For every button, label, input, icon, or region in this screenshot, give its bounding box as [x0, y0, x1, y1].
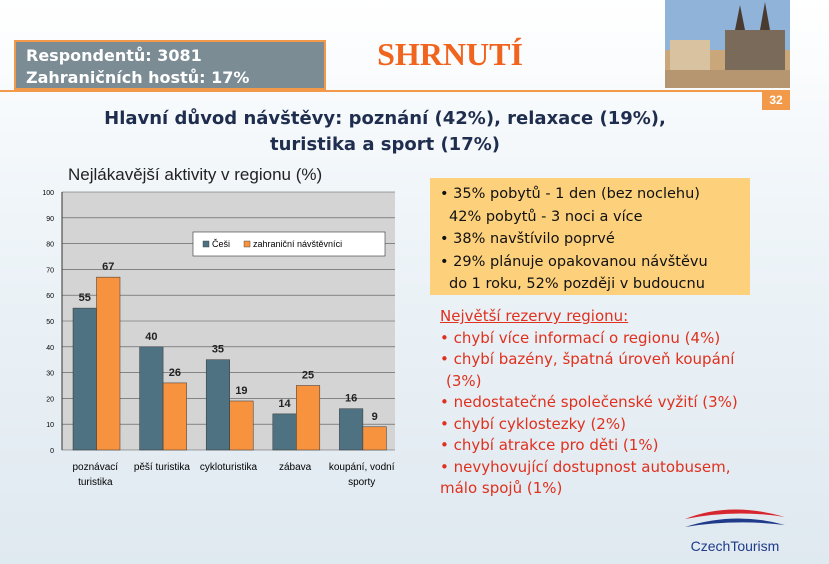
value-label: 67: [102, 261, 114, 273]
bar: [205, 359, 230, 451]
y-tick-label: 40: [46, 345, 54, 352]
value-label: 16: [345, 393, 357, 405]
value-label: 14: [278, 398, 291, 410]
value-label: 26: [169, 367, 181, 379]
legend-box: [192, 231, 386, 257]
y-tick-label: 50: [46, 319, 54, 326]
info-box: • 35% pobytů - 1 den (bez noclehu) 42% p…: [430, 178, 750, 295]
respondents-box: Respondentů: 3081 Zahraničních hostů: 17…: [14, 40, 326, 90]
reserve-line: • nevyhovující dostupnost autobusem,: [440, 457, 731, 476]
value-label: 19: [235, 385, 247, 397]
respondents: Respondentů: 3081: [26, 46, 202, 65]
reserve-line: • chybí více informací o regionu (4%): [440, 328, 721, 347]
chart: Nejlákavější aktivity v regionu (%) 0 10 2…: [42, 165, 395, 455]
x-tick-label: cykloturistika: [199, 462, 258, 473]
y-tick-label: 0: [50, 448, 54, 455]
y-tick-label: 80: [46, 242, 54, 249]
photo: [665, 0, 790, 88]
logo-text: CzechTourism: [691, 538, 780, 554]
reserve-line: • chybí cyklostezky (2%): [440, 414, 626, 433]
y-tick-label: 60: [46, 293, 54, 300]
info-line: • 29% plánuje opakovanou návštěvu: [440, 253, 708, 270]
reserves-heading: Největší rezervy regionu:: [440, 307, 629, 325]
value-label: 40: [145, 331, 157, 343]
bar: [362, 426, 387, 451]
y-tick-label: 70: [46, 267, 54, 274]
x-tick-label: zábava: [278, 462, 312, 473]
headline-line: Hlavní důvod návštěvy: poznání (42%), re…: [104, 108, 666, 129]
headline-line: turistika a sport (17%): [269, 134, 500, 155]
x-tick-label: koupání, vodní sporty: [328, 462, 395, 488]
page-number: 32: [762, 91, 790, 110]
foreign-share: Zahraničních hostů: 17%: [26, 68, 250, 87]
reserve-line: • chybí atrakce pro děti (1%): [440, 436, 659, 454]
y-tick-label: 30: [46, 371, 54, 378]
value-label: 9: [372, 411, 378, 423]
reserve-line: • chybí bazény, špatná úroveň koupání: [440, 350, 735, 368]
y-tick-label: 10: [46, 422, 54, 429]
legend-swatch: [243, 240, 251, 248]
logo: CzechTourism: [685, 509, 785, 554]
info-line: • 35% pobytů - 1 den (bez noclehu): [440, 186, 700, 202]
y-tick-label: 100: [42, 190, 54, 197]
y-tick-label: 20: [46, 396, 54, 403]
headline: Hlavní důvod návštěvy: poznání (42%), re…: [60, 106, 710, 158]
slide-title: SHRNUTÍ: [377, 36, 523, 72]
bar: [229, 400, 254, 451]
value-label: 55: [79, 292, 91, 304]
bar: [339, 408, 364, 451]
info-line: • 38% navštívilo poprvé: [440, 231, 615, 247]
bar: [272, 413, 297, 451]
reserve-line: (3%): [446, 371, 482, 390]
reserve-line: • nedostatečné společenské vyžití (3%): [440, 393, 738, 411]
x-tick-label: poznávací turistika: [72, 462, 119, 488]
bar: [162, 382, 187, 451]
bar: [296, 385, 321, 451]
legend-label: Češi: [212, 239, 230, 249]
chart-title: Nejlákavější aktivity v regionu (%): [68, 165, 322, 184]
info-line: 42% pobytů - 3 noci a více: [449, 208, 643, 225]
x-tick-label: pěší turistika: [133, 462, 190, 473]
reserve-line: málo spojů (1%): [440, 479, 563, 497]
bar: [96, 276, 121, 451]
reserves: Největší rezervy regionu: • chybí více in…: [440, 306, 770, 500]
info-line: do 1 roku, 52% později v budoucnu: [449, 276, 705, 292]
legend-label: zahraniční návštěvníci: [253, 239, 342, 249]
legend-swatch: [202, 240, 210, 248]
value-label: 35: [212, 344, 224, 356]
bar: [72, 307, 97, 451]
bar: [139, 346, 164, 451]
divider: [0, 90, 790, 92]
y-tick-label: 90: [46, 216, 54, 223]
value-label: 25: [302, 370, 314, 382]
